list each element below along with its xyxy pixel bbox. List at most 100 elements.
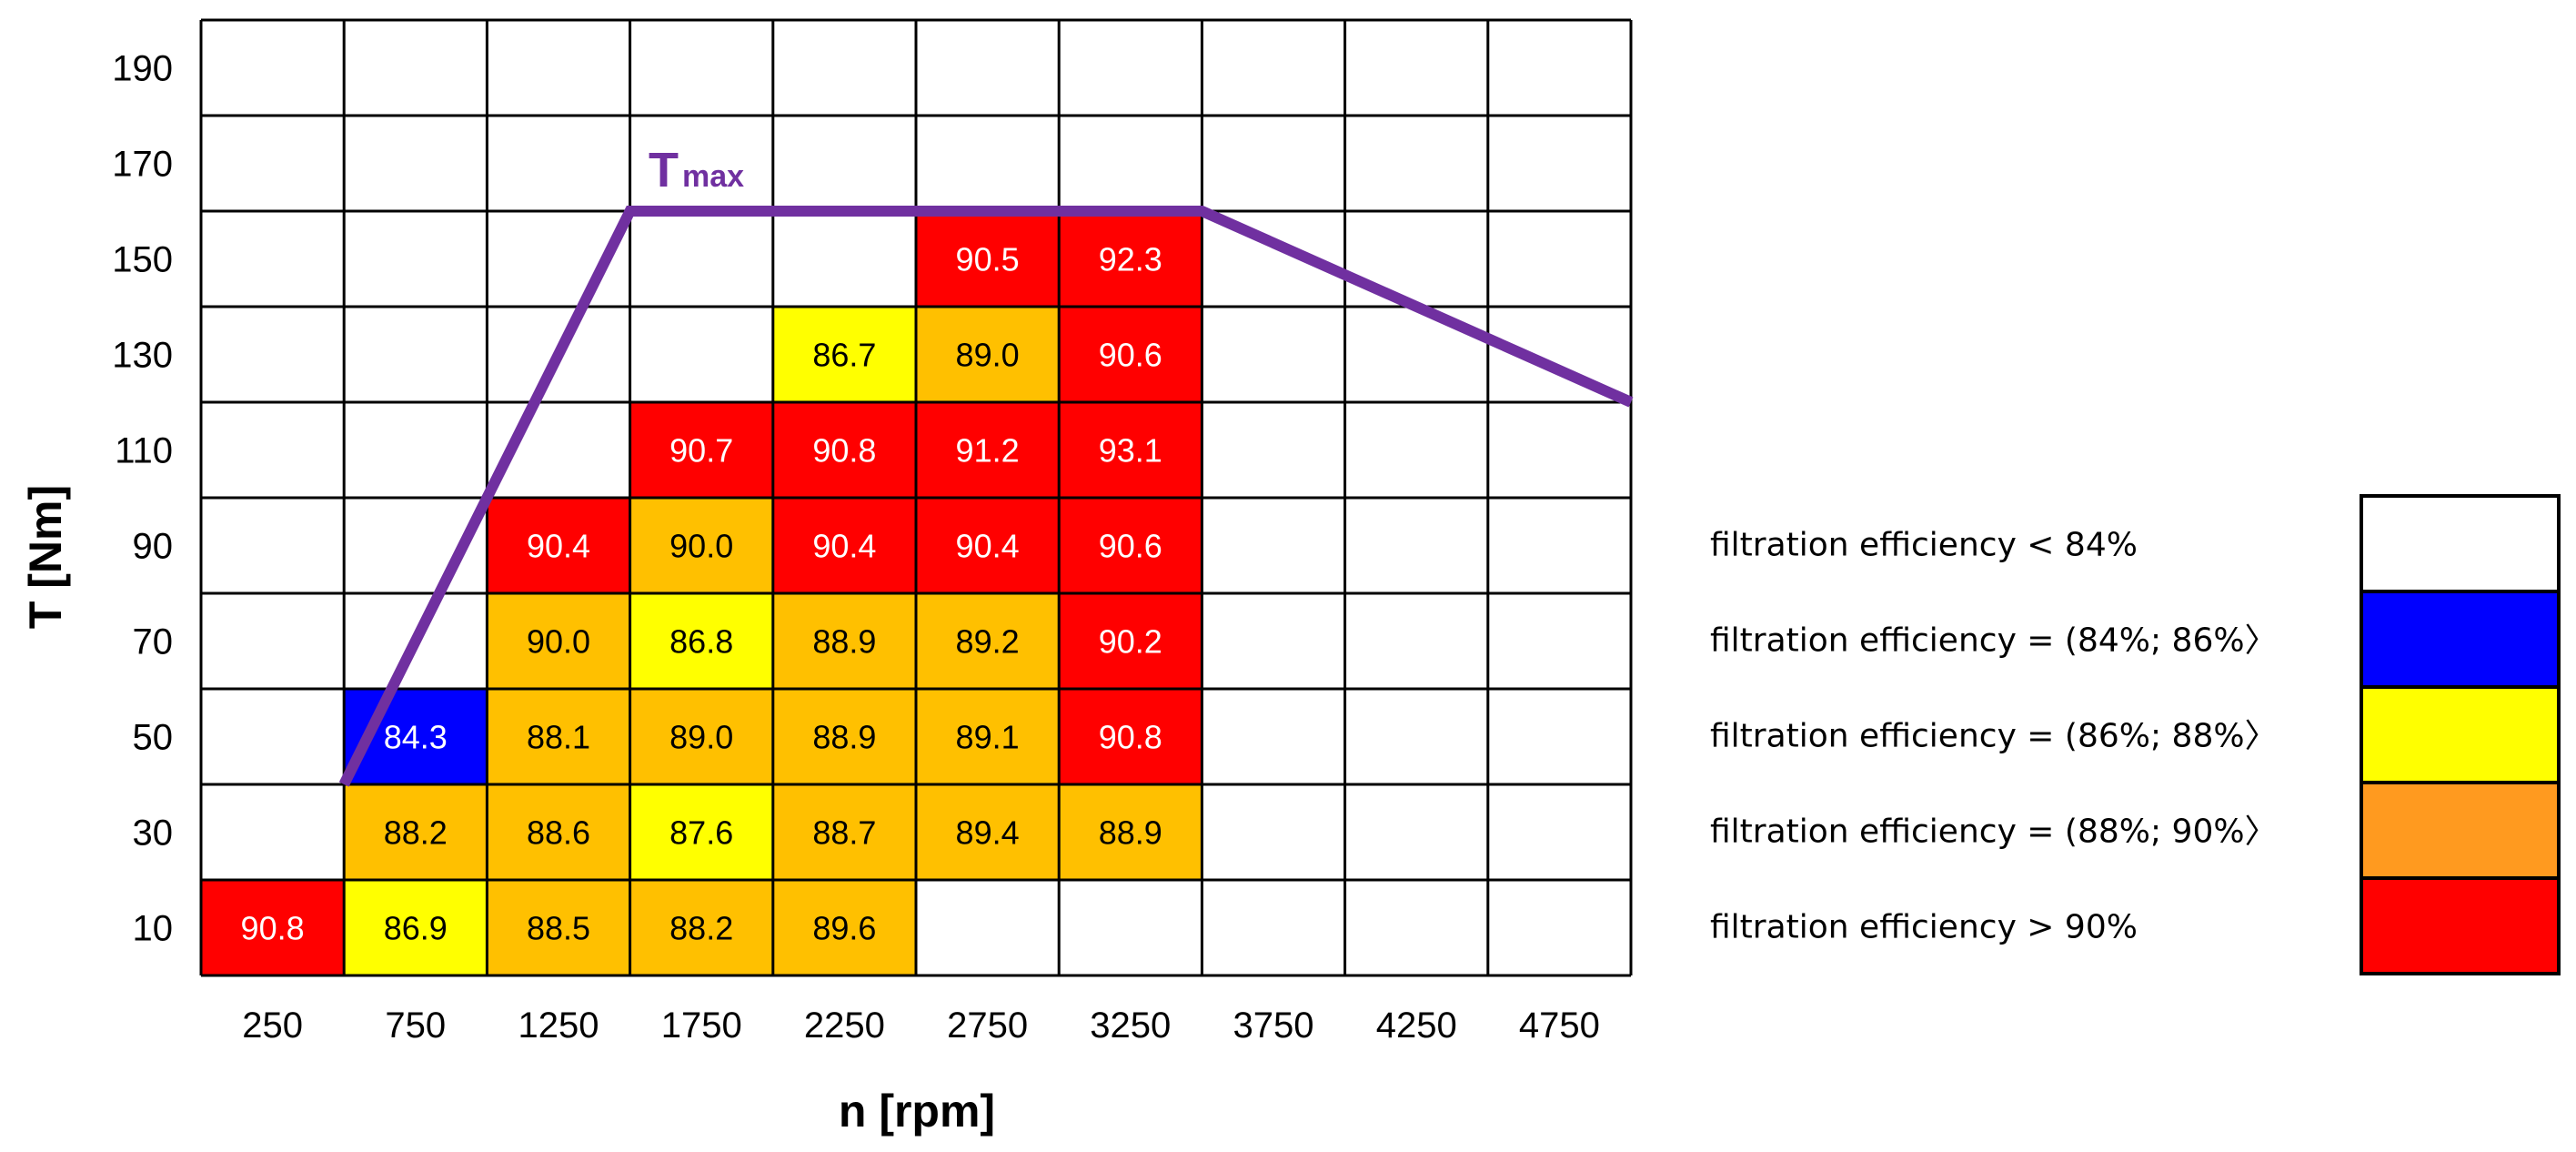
heatmap-cell [629,402,773,498]
legend-label: filtration efficiency = (88%; 90%〉 [1710,813,2278,851]
cell-value-label: 90.2 [1099,623,1162,661]
cell-value-label: 90.6 [1099,528,1162,565]
cell-value-label: 88.6 [527,814,590,852]
heatmap-cell [344,880,488,975]
tmax-label-main: T [649,143,679,197]
heatmap-cell [487,784,630,880]
heatmap-cell [1059,307,1202,402]
heatmap-cell [487,593,630,689]
cell-value-label: 90.5 [956,241,1020,278]
x-axis-label: n [rpm] [839,1086,995,1137]
tick-labels-layer: 250 750 1250 1750 2250 2750 3250 3750 4250 4750 10… [112,49,1600,1046]
legend-swatch [2360,494,2561,593]
heatmap-cell [1059,498,1202,593]
cell-value-label: 88.9 [812,623,876,661]
legend-label: filtration efficiency < 84% [1710,527,2138,564]
y-tick-label: 30 [133,813,174,854]
cell-value-label: 90.0 [669,528,733,565]
cell-value-label: 90.8 [1099,719,1162,756]
y-tick-label: 130 [112,336,173,376]
heatmap-cell [629,689,773,784]
legend-label: filtration efficiency = (84%; 86%〉 [1710,622,2278,660]
heatmap-cell [916,307,1060,402]
cell-value-label: 92.3 [1099,241,1162,278]
heatmap-cell [487,689,630,784]
heatmap-cell [772,307,916,402]
x-tick-label: 3250 [1090,1005,1171,1046]
cell-value-label: 90.4 [527,528,590,565]
heatmap-cell [629,880,773,975]
cell-value-label: 86.9 [384,910,448,947]
y-tick-label: 10 [133,909,174,949]
cell-value-label: 90.7 [669,432,733,470]
y-tick-label: 90 [133,527,174,567]
y-axis-label: T [Nm] [20,485,71,629]
cell-value-label: 91.2 [956,432,1020,470]
heatmap-cell [1059,402,1202,498]
x-tick-label: 1250 [518,1005,599,1046]
x-tick-label: 1750 [661,1005,742,1046]
cell-value-label: 90.8 [812,432,876,470]
cell-value-label: 93.1 [1099,432,1162,470]
heatmap-cell [629,498,773,593]
cell-value-label: 89.2 [956,623,1020,661]
cell-labels-layer: 90.8 86.9 88.5 88.2 89.6 88.2 88.6 87.6 88.7 89.4… [241,241,1162,947]
cell-value-label: 89.1 [956,719,1020,756]
cell-value-label: 88.5 [527,910,590,947]
legend-swatch [2360,781,2561,880]
heatmap-cell [1059,211,1202,307]
y-tick-label: 70 [133,622,174,662]
heatmap-cell [916,689,1060,784]
heatmap-cell [772,402,916,498]
heatmap-cell [916,402,1060,498]
heatmap-cell [629,593,773,689]
cells-layer [201,211,1202,975]
cell-value-label: 90.6 [1099,337,1162,374]
heatmap-cell [629,784,773,880]
heatmap-cell [201,880,345,975]
heatmap-cell [772,498,916,593]
x-tick-label: 3750 [1233,1005,1314,1046]
grid-layer [199,18,1633,977]
cell-value-label: 86.7 [812,337,876,374]
tmax-curve [338,206,1634,787]
cell-value-label: 86.8 [669,623,733,661]
heatmap-cell [487,498,630,593]
cell-value-label: 90.0 [527,623,590,661]
cell-value-label: 88.9 [812,719,876,756]
cell-value-label: 88.9 [1099,814,1162,852]
cell-value-label: 88.2 [384,814,448,852]
legend-swatch [2360,876,2561,975]
heatmap-cell [916,211,1060,307]
x-tick-label: 250 [242,1005,303,1046]
cell-value-label: 90.8 [241,910,305,947]
heatmap-cell [916,498,1060,593]
cell-value-label: 90.4 [812,528,876,565]
y-tick-label: 110 [115,431,173,471]
x-tick-label: 2750 [947,1005,1028,1046]
cell-value-label: 87.6 [669,814,733,852]
y-tick-label: 150 [112,240,173,280]
heatmap-cell [487,880,630,975]
x-tick-label: 4250 [1376,1005,1457,1046]
heatmap-cell [344,784,488,880]
heatmap-cell [1059,784,1202,880]
x-tick-label: 4750 [1519,1005,1600,1046]
heatmap-cell [916,784,1060,880]
heatmap-cell [772,689,916,784]
x-tick-label: 750 [385,1005,446,1046]
legend-swatch [2360,590,2561,689]
legend-label: filtration efficiency > 90% [1710,909,2138,946]
cell-value-label: 88.2 [669,910,733,947]
y-tick-label: 190 [112,49,173,89]
heatmap-cell [772,880,916,975]
cell-value-label: 88.1 [527,719,590,756]
y-tick-label: 170 [112,145,173,185]
heatmap-cell [772,784,916,880]
heatmap-cell [1059,689,1202,784]
cell-value-label: 89.0 [956,337,1020,374]
legend-label: filtration efficiency = (86%; 88%〉 [1710,718,2278,755]
heatmap-cell [916,593,1060,689]
